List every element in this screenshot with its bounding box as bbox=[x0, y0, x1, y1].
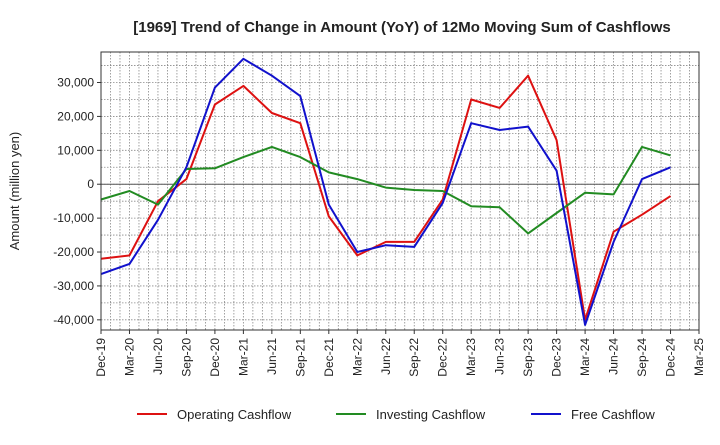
series-lines bbox=[100, 57, 672, 326]
series-line-operating-cashflow bbox=[100, 74, 672, 321]
x-tick-label: Dec-19 bbox=[94, 338, 108, 377]
x-tick-label: Jun-24 bbox=[607, 338, 621, 375]
x-tick-label: Mar-25 bbox=[692, 338, 706, 376]
legend-label-investing-cashflow: Investing Cashflow bbox=[376, 407, 486, 422]
x-tick-label: Mar-20 bbox=[122, 338, 136, 376]
x-tick-label: Jun-23 bbox=[493, 338, 507, 375]
x-tick-label: Jun-20 bbox=[151, 338, 165, 375]
x-tick-label: Dec-20 bbox=[208, 338, 222, 377]
x-tick-label: Sep-21 bbox=[293, 338, 307, 377]
x-tick-label: Dec-22 bbox=[436, 338, 450, 377]
y-tick-label: 30,000 bbox=[57, 76, 94, 90]
x-tick-label: Sep-20 bbox=[179, 338, 193, 377]
plot-frame bbox=[100, 51, 700, 331]
y-tick-label: 10,000 bbox=[57, 143, 94, 157]
x-tick-label: Sep-24 bbox=[635, 338, 649, 377]
plot-area bbox=[101, 52, 699, 330]
x-tick-label: Mar-22 bbox=[350, 338, 364, 376]
y-tick-label: -20,000 bbox=[53, 245, 94, 259]
x-tick-label: Sep-22 bbox=[407, 338, 421, 377]
y-axis-label: Amount (million yen) bbox=[7, 132, 22, 251]
y-tick-label: -10,000 bbox=[53, 211, 94, 225]
x-tick-label: Mar-24 bbox=[578, 338, 592, 376]
x-tick-label: Jun-21 bbox=[265, 338, 279, 375]
x-tick-label: Dec-24 bbox=[664, 338, 678, 377]
x-tick-label: Dec-23 bbox=[550, 338, 564, 377]
legend: Operating Cashflow Investing Cashflow Free… bbox=[137, 407, 655, 422]
axes bbox=[100, 51, 700, 331]
series-line-investing-cashflow bbox=[100, 145, 671, 235]
legend-label-operating-cashflow: Operating Cashflow bbox=[177, 407, 292, 422]
chart-title: [1969] Trend of Change in Amount (YoY) o… bbox=[133, 19, 671, 36]
y-tick-label: 20,000 bbox=[57, 109, 94, 123]
y-tick-label: -40,000 bbox=[53, 313, 94, 327]
x-tick-label: Dec-21 bbox=[322, 338, 336, 377]
legend-label-free-cashflow: Free Cashflow bbox=[571, 407, 655, 422]
x-tick-label: Sep-23 bbox=[521, 338, 535, 377]
tick-labels: -40,000 -30,000 -20,000 -10,000 0 10,000 20,00… bbox=[53, 76, 706, 377]
series-line-free-cashflow bbox=[100, 57, 671, 326]
x-tick-label: Mar-23 bbox=[464, 338, 478, 376]
y-tick-label: 0 bbox=[87, 177, 94, 191]
x-tick-label: Jun-22 bbox=[379, 338, 393, 375]
grid-lines bbox=[100, 52, 700, 330]
plot-background-rect bbox=[101, 52, 699, 330]
x-tick-label: Mar-21 bbox=[236, 338, 250, 376]
y-tick-label: -30,000 bbox=[53, 279, 94, 293]
